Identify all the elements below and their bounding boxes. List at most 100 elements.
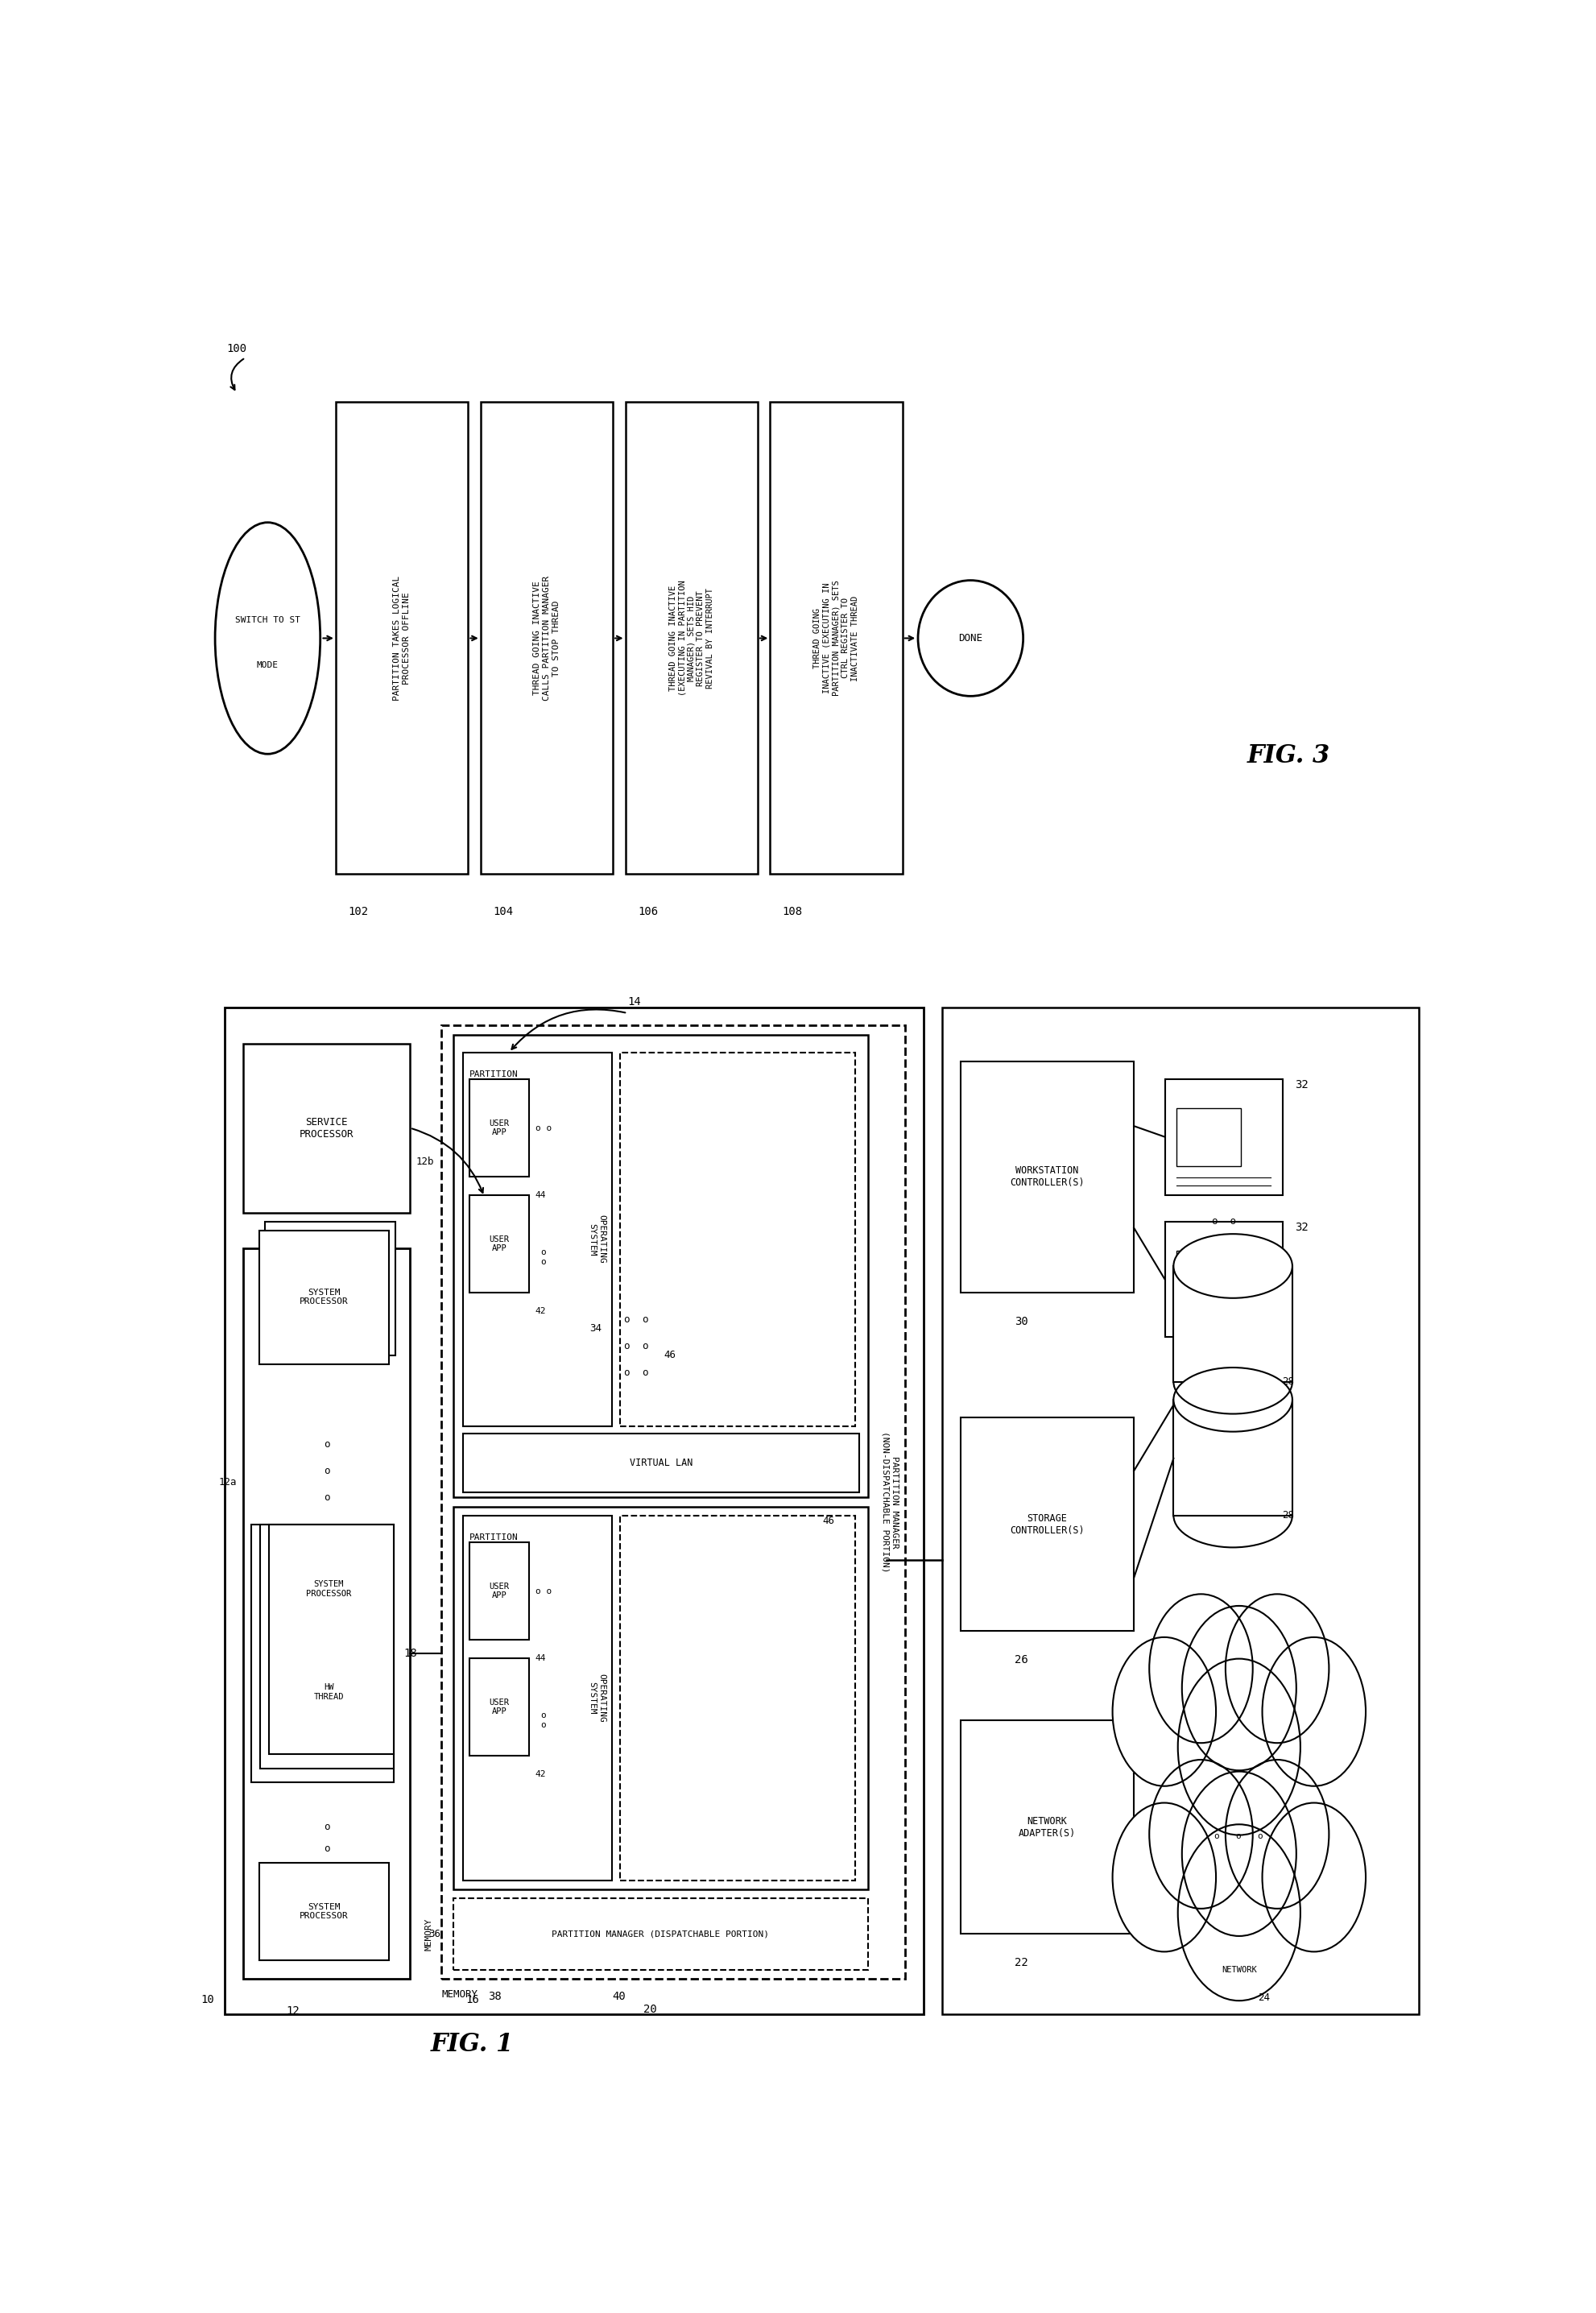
Text: o
o: o o bbox=[541, 1712, 546, 1728]
FancyBboxPatch shape bbox=[335, 402, 468, 874]
FancyBboxPatch shape bbox=[223, 1008, 922, 2015]
Text: SWITCH TO ST: SWITCH TO ST bbox=[235, 615, 300, 625]
Text: o: o bbox=[324, 1492, 329, 1503]
Text: o: o bbox=[324, 1439, 329, 1450]
FancyBboxPatch shape bbox=[463, 1052, 611, 1427]
FancyBboxPatch shape bbox=[1176, 1108, 1240, 1166]
Text: STORAGE
CONTROLLER(S): STORAGE CONTROLLER(S) bbox=[1010, 1513, 1084, 1536]
Circle shape bbox=[1178, 1825, 1299, 2001]
Text: 22: 22 bbox=[1013, 1957, 1028, 1968]
Text: 34: 34 bbox=[589, 1323, 602, 1335]
FancyBboxPatch shape bbox=[259, 1862, 389, 1961]
FancyBboxPatch shape bbox=[453, 1034, 868, 1497]
Text: 32: 32 bbox=[1294, 1078, 1307, 1089]
Text: 14: 14 bbox=[627, 997, 640, 1008]
FancyBboxPatch shape bbox=[1176, 1251, 1240, 1309]
FancyBboxPatch shape bbox=[268, 1524, 394, 1753]
Text: MEMORY: MEMORY bbox=[440, 1989, 477, 2001]
Text: 38: 38 bbox=[488, 1991, 501, 2003]
Circle shape bbox=[1261, 1638, 1365, 1786]
Text: USER
APP: USER APP bbox=[488, 1119, 509, 1136]
Text: NETWORK: NETWORK bbox=[1221, 1966, 1256, 1973]
Text: DONE: DONE bbox=[958, 634, 982, 643]
Text: o   o   o: o o o bbox=[1215, 1832, 1262, 1839]
Text: PARTITION TAKES LOGICAL
PROCESSOR OFFLINE: PARTITION TAKES LOGICAL PROCESSOR OFFLIN… bbox=[393, 576, 410, 701]
FancyBboxPatch shape bbox=[469, 1658, 528, 1756]
Ellipse shape bbox=[918, 581, 1023, 696]
Text: o
o: o o bbox=[541, 1249, 546, 1265]
FancyBboxPatch shape bbox=[1173, 1399, 1291, 1515]
Circle shape bbox=[1112, 1638, 1216, 1786]
Text: o o: o o bbox=[535, 1587, 552, 1596]
Text: OPERATING
SYSTEM: OPERATING SYSTEM bbox=[587, 1672, 605, 1723]
FancyBboxPatch shape bbox=[243, 1249, 410, 1978]
Ellipse shape bbox=[1173, 1233, 1291, 1298]
Text: NETWORK: NETWORK bbox=[1221, 1797, 1256, 1804]
Text: 12: 12 bbox=[286, 2005, 300, 2017]
Text: 42: 42 bbox=[535, 1769, 546, 1779]
Text: 100: 100 bbox=[227, 342, 247, 354]
FancyBboxPatch shape bbox=[480, 402, 613, 874]
FancyBboxPatch shape bbox=[469, 1078, 528, 1177]
Text: o: o bbox=[324, 1823, 329, 1832]
Circle shape bbox=[1149, 1760, 1253, 1908]
Text: 44: 44 bbox=[535, 1191, 546, 1198]
Text: SYSTEM
PROCESSOR: SYSTEM PROCESSOR bbox=[306, 1580, 351, 1598]
Text: PARTITION: PARTITION bbox=[469, 1071, 519, 1078]
Text: 24: 24 bbox=[1258, 1827, 1269, 1837]
Circle shape bbox=[1261, 1802, 1365, 1952]
Text: SERVICE
PROCESSOR: SERVICE PROCESSOR bbox=[298, 1117, 353, 1140]
Circle shape bbox=[1224, 1594, 1328, 1744]
FancyBboxPatch shape bbox=[619, 1052, 855, 1427]
Text: 12a: 12a bbox=[219, 1476, 236, 1487]
Text: 46: 46 bbox=[822, 1515, 833, 1527]
Text: MEMORY: MEMORY bbox=[425, 1917, 433, 1950]
Text: 46: 46 bbox=[664, 1351, 675, 1360]
Text: 104: 104 bbox=[493, 907, 512, 918]
Text: 26: 26 bbox=[1013, 1654, 1028, 1665]
Text: THREAD GOING INACTIVE
(EXECUTING IN PARTITION
MANAGER) SETS HID
REGISTER TO PREV: THREAD GOING INACTIVE (EXECUTING IN PART… bbox=[669, 581, 713, 696]
FancyBboxPatch shape bbox=[961, 1721, 1133, 1934]
Text: 28: 28 bbox=[1282, 1510, 1294, 1520]
FancyBboxPatch shape bbox=[463, 1434, 859, 1492]
Text: 28: 28 bbox=[1282, 1376, 1294, 1388]
FancyBboxPatch shape bbox=[469, 1196, 528, 1293]
Circle shape bbox=[1181, 1772, 1296, 1936]
FancyBboxPatch shape bbox=[440, 1025, 905, 1978]
FancyBboxPatch shape bbox=[769, 402, 902, 874]
FancyBboxPatch shape bbox=[469, 1543, 528, 1640]
Ellipse shape bbox=[1173, 1367, 1291, 1432]
Text: o: o bbox=[642, 1342, 648, 1351]
Text: 18: 18 bbox=[404, 1647, 417, 1658]
FancyBboxPatch shape bbox=[260, 1524, 394, 1767]
Text: 12b: 12b bbox=[417, 1156, 434, 1168]
Text: FIG. 3: FIG. 3 bbox=[1246, 745, 1329, 768]
FancyBboxPatch shape bbox=[1165, 1078, 1282, 1196]
FancyBboxPatch shape bbox=[453, 1899, 868, 1971]
Text: WORKSTATION
CONTROLLER(S): WORKSTATION CONTROLLER(S) bbox=[1010, 1166, 1084, 1189]
FancyBboxPatch shape bbox=[1165, 1221, 1282, 1337]
FancyBboxPatch shape bbox=[1173, 1265, 1291, 1381]
Text: NETWORK
ADAPTER(S): NETWORK ADAPTER(S) bbox=[1018, 1816, 1076, 1839]
Text: 102: 102 bbox=[348, 907, 369, 918]
Text: o: o bbox=[324, 1466, 329, 1476]
Text: 44: 44 bbox=[535, 1654, 546, 1663]
Circle shape bbox=[1112, 1802, 1216, 1952]
Text: HW
THREAD: HW THREAD bbox=[314, 1684, 343, 1700]
Text: SYSTEM
PROCESSOR: SYSTEM PROCESSOR bbox=[300, 1288, 348, 1307]
FancyBboxPatch shape bbox=[453, 1506, 868, 1890]
Text: MODE: MODE bbox=[257, 662, 278, 668]
Text: SYSTEM
PROCESSOR: SYSTEM PROCESSOR bbox=[300, 1904, 348, 1920]
Ellipse shape bbox=[215, 523, 321, 754]
Text: THREAD GOING
INACTIVE (EXECUTING IN
PARTITION MANAGER) SETS
CTRL REGISTER TO
INA: THREAD GOING INACTIVE (EXECUTING IN PART… bbox=[814, 581, 859, 696]
Text: o  o  o: o o o bbox=[1213, 1399, 1251, 1406]
FancyBboxPatch shape bbox=[942, 1008, 1417, 2015]
FancyBboxPatch shape bbox=[463, 1515, 611, 1880]
Text: 24: 24 bbox=[1258, 1994, 1269, 2003]
FancyBboxPatch shape bbox=[626, 402, 758, 874]
Text: o  o: o o bbox=[1211, 1217, 1235, 1226]
Text: o: o bbox=[642, 1367, 648, 1379]
Text: OPERATING
SYSTEM: OPERATING SYSTEM bbox=[587, 1214, 605, 1263]
Text: o: o bbox=[324, 1843, 329, 1853]
FancyBboxPatch shape bbox=[961, 1062, 1133, 1293]
